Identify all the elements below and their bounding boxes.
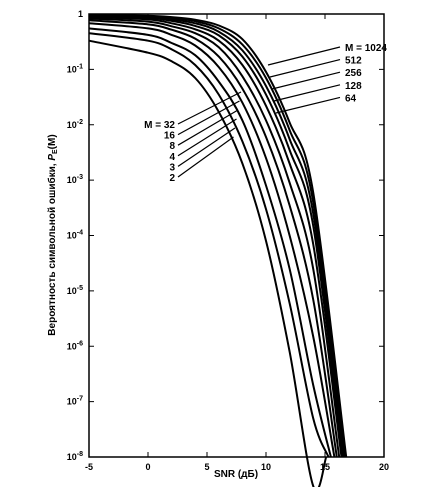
curve-m-2 (88, 39, 328, 487)
y-tick-label-base: 10 (67, 231, 77, 241)
leader-line-right (271, 71, 341, 90)
y-tick-label-base: 10 (67, 452, 77, 462)
leader-line-right (275, 96, 341, 114)
leader-line-left (177, 127, 236, 167)
y-tick-label-exponent: -3 (77, 174, 83, 181)
y-tick-label-exponent: -5 (77, 285, 83, 292)
x-tick-label: 10 (261, 462, 271, 472)
y-tick-label: 10-3 (67, 174, 83, 185)
y-axis-title-arg: (M) (47, 134, 58, 149)
y-tick-label-base: 10 (67, 120, 77, 130)
y-tick-label: 10-8 (67, 451, 83, 462)
y-tick-label-exponent: -6 (77, 340, 83, 347)
y-tick-label: 10-5 (67, 285, 83, 296)
curve-label-left: M = 32 (144, 120, 175, 131)
curve-m-16 (88, 19, 338, 458)
curve-label-right: 128 (345, 81, 362, 92)
y-tick-label: 1 (78, 9, 83, 19)
x-axis-title: SNR (дБ) (214, 469, 258, 480)
y-tick-label-exponent: -8 (77, 451, 83, 458)
leader-line-left (177, 136, 234, 178)
curve-label-right: 512 (345, 56, 362, 67)
curve-label-right: 256 (345, 68, 362, 79)
curve-label-right: 64 (345, 93, 357, 104)
leader-line-left (177, 118, 237, 157)
curve-label-right: M = 1024 (345, 43, 387, 54)
y-tick-label: 10-1 (67, 63, 83, 74)
leader-line-left (177, 91, 242, 125)
curve-m-1024 (88, 14, 348, 458)
y-tick-label: 10-6 (67, 340, 83, 351)
x-tick-label: 20 (379, 462, 389, 472)
curve-m-8 (88, 22, 336, 458)
curve-m-32 (88, 17, 341, 458)
y-tick-label-base: 10 (67, 397, 77, 407)
x-axis-ticks: -5 0 5 10 15 20 (85, 14, 389, 472)
leader-line-right (267, 46, 341, 66)
curve-m-64 (88, 16, 343, 458)
x-tick-label: 15 (320, 462, 330, 472)
x-tick-label: -5 (85, 462, 93, 472)
y-tick-label-base: 10 (67, 286, 77, 296)
y-tick-label-base: 10 (67, 175, 77, 185)
curve-label-left: 8 (169, 141, 175, 152)
error-curves (88, 14, 348, 487)
y-tick-label-exponent: -2 (77, 119, 83, 126)
leader-line-left (177, 109, 239, 146)
y-axis-title-symbol: P (47, 154, 58, 161)
leader-line-left (177, 100, 240, 136)
y-tick-label-exponent: -4 (77, 230, 83, 237)
y-tick-label-exponent: -1 (77, 63, 83, 70)
y-tick-label: 10-2 (67, 119, 83, 130)
y-tick-label-exponent: -7 (77, 396, 83, 403)
y-tick-label: 10-4 (67, 230, 83, 241)
curve-m-128 (88, 15, 344, 458)
y-axis-title-subscript: E (52, 149, 59, 154)
curve-label-left: 2 (169, 173, 175, 184)
y-tick-label-base: 10 (67, 341, 77, 351)
x-tick-label: 0 (145, 462, 150, 472)
curve-label-left: 3 (169, 162, 175, 173)
y-axis-title-text: Вероятность символьной ошибки, (46, 161, 58, 336)
curve-label-left: 4 (169, 152, 175, 163)
leader-line-right (273, 84, 341, 102)
y-axis-ticks: 110-110-210-310-410-510-610-710-8 (67, 9, 384, 462)
leader-line-right (269, 59, 341, 78)
curve-m-3 (88, 32, 330, 458)
curve-m-4 (88, 27, 332, 458)
curve-label-left: 16 (164, 131, 176, 142)
y-axis-title: Вероятность символьной ошибки, PE(M) (46, 134, 59, 335)
y-tick-label-base: 10 (67, 64, 77, 74)
y-tick-label: 10-7 (67, 396, 83, 407)
curve-m-256 (88, 14, 345, 458)
x-tick-label: 5 (204, 462, 209, 472)
